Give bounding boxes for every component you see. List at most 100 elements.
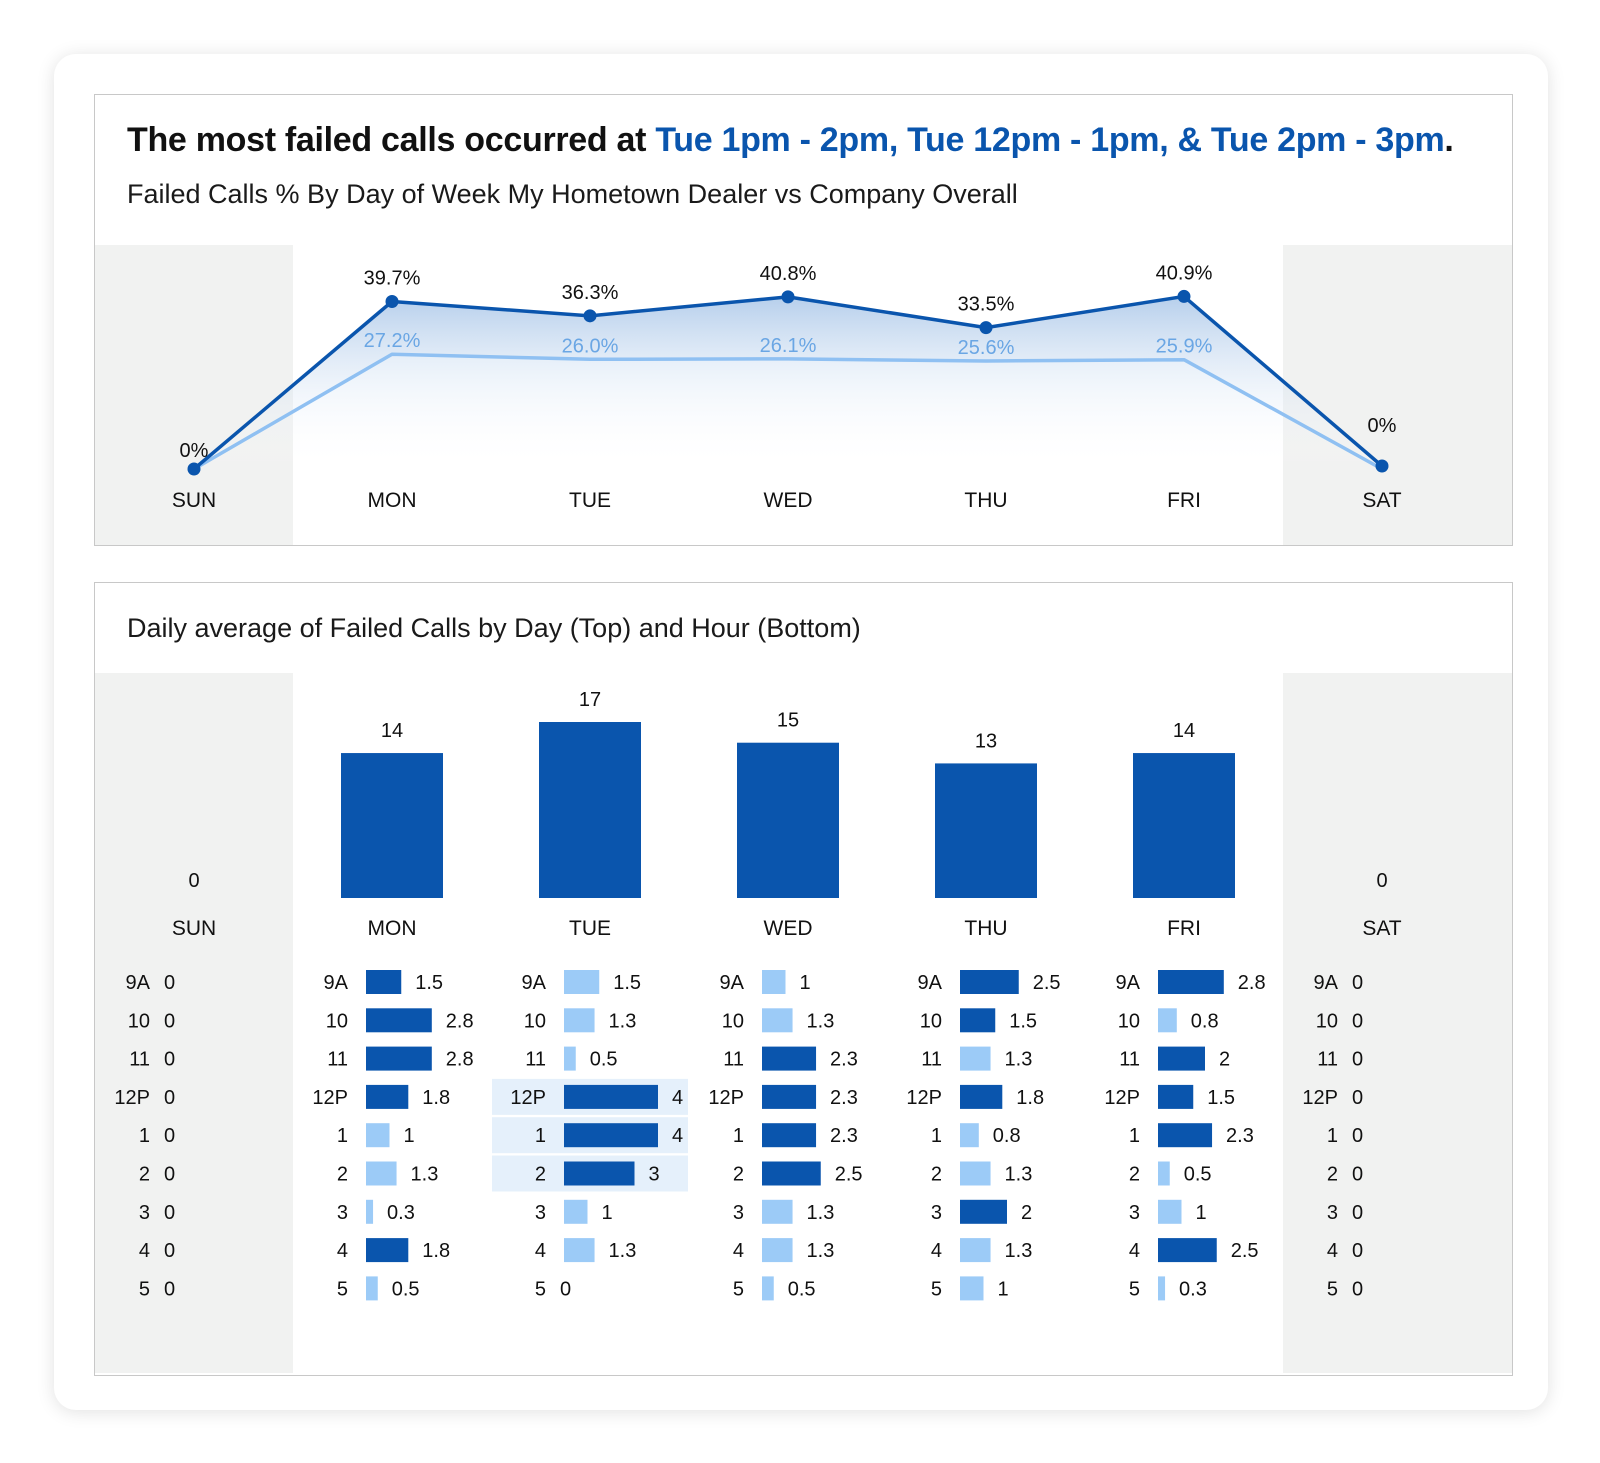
hour-label-fri-2: 2 [1129,1164,1140,1186]
hour-bar-mon-5 [366,1276,378,1301]
hour-value-thu-1: 0.8 [993,1125,1021,1147]
hour-bar-thu-4 [960,1238,991,1263]
hour-label-sun-3: 3 [139,1202,150,1224]
day-bar-label-sun: 0 [188,870,199,892]
hour-label-fri-9a: 9A [1116,972,1141,994]
hour-value-mon-10: 2.8 [446,1010,474,1032]
hour-value-thu-9a: 2.5 [1033,972,1061,994]
hour-label-wed-9a: 9A [720,972,745,994]
x-tick-sat: SAT [1362,489,1401,512]
hour-label-mon-11: 11 [327,1049,348,1071]
hour-label-mon-12p: 12P [312,1087,348,1109]
headline-highlight: Tue 1pm - 2pm, Tue 12pm - 1pm, & Tue 2pm… [655,121,1445,159]
hour-bar-thu-5 [960,1276,984,1301]
hour-label-tue-4: 4 [535,1240,546,1262]
hour-value-tue-1: 4 [672,1125,683,1147]
x-tick-sat: SAT [1362,917,1401,940]
hour-label-sat-9a: 9A [1314,972,1339,994]
company-label-fri: 25.9% [1156,336,1213,358]
hour-value-thu-2: 1.3 [1005,1164,1033,1186]
hour-bar-fri-4 [1158,1238,1217,1263]
hour-value-mon-11: 2.8 [446,1049,474,1071]
hour-value-tue-10: 1.3 [609,1010,637,1032]
hour-label-sun-4: 4 [139,1240,150,1262]
hour-value-sun-11: 0 [164,1049,175,1071]
hour-value-wed-3: 1.3 [807,1202,835,1224]
day-bar-label-fri: 14 [1173,720,1195,742]
series-line-company [193,352,1383,471]
hour-label-thu-9a: 9A [918,972,943,994]
hour-label-mon-3: 3 [337,1202,348,1224]
hour-label-sun-9a: 9A [126,972,151,994]
hour-value-fri-3: 1 [1196,1202,1207,1224]
hour-label-mon-4: 4 [337,1240,348,1262]
x-tick-thu: THU [964,489,1007,512]
hour-label-tue-5: 5 [535,1278,546,1300]
hour-label-wed-12p: 12P [708,1087,744,1109]
hour-value-tue-9a: 1.5 [613,972,641,994]
x-tick-mon: MON [368,489,417,512]
hour-label-fri-5: 5 [1129,1278,1140,1300]
hour-value-mon-4: 1.8 [422,1240,450,1262]
hour-value-sun-4: 0 [164,1240,175,1262]
company-label-tue: 26.0% [562,335,619,357]
hour-label-thu-2: 2 [931,1164,942,1186]
hour-label-tue-10: 10 [524,1010,546,1032]
hour-value-thu-4: 1.3 [1005,1240,1033,1262]
hour-bar-mon-9a [366,970,402,994]
hour-label-sat-4: 4 [1327,1240,1338,1262]
dealer-label-thu: 33.5% [958,294,1015,316]
hour-bar-wed-5 [762,1276,774,1301]
hour-label-thu-10: 10 [920,1010,942,1032]
hour-bar-wed-12p [762,1084,817,1109]
hour-bar-wed-3 [762,1199,793,1224]
dealer-point-tue [583,309,597,323]
hour-bar-tue-3 [564,1199,588,1224]
area-fill-lower [194,354,1382,469]
day-bar-fri [1133,753,1235,898]
hour-label-thu-5: 5 [931,1278,942,1300]
hour-value-thu-11: 1.3 [1005,1049,1033,1071]
hour-bar-fri-2 [1158,1161,1170,1186]
x-tick-fri: FRI [1167,489,1201,512]
hour-label-wed-3: 3 [733,1202,744,1224]
hour-bar-tue-4 [564,1238,595,1263]
hour-value-fri-2: 0.5 [1184,1164,1212,1186]
hour-label-tue-12p: 12P [510,1087,546,1109]
day-bar-thu [935,763,1037,898]
hour-bar-fri-5 [1158,1276,1166,1301]
hour-value-mon-9a: 1.5 [415,972,443,994]
hour-bar-thu-12p [960,1084,1003,1109]
hour-label-tue-11: 11 [525,1049,546,1071]
hour-label-sun-11: 11 [129,1049,150,1071]
hour-label-sat-1: 1 [1327,1125,1338,1147]
hour-bar-wed-10 [762,1008,793,1033]
hour-bar-mon-11 [366,1046,432,1071]
hour-value-sun-12p: 0 [164,1087,175,1109]
hour-value-tue-12p: 4 [672,1087,683,1109]
hour-label-wed-1: 1 [733,1125,744,1147]
hour-label-sat-2: 2 [1327,1164,1338,1186]
hour-label-tue-2: 2 [535,1164,546,1186]
line-chart: 0% 39.7% 36.3% 40.8% 33.5% 40.9% 0% 27.2% 26.0% 2… [95,245,1512,545]
hour-value-thu-12p: 1.8 [1016,1087,1044,1109]
hour-value-sat-11: 0 [1352,1049,1363,1071]
hour-bar-tue-2 [564,1161,635,1186]
hour-value-tue-2: 3 [649,1164,660,1186]
dealer-label-tue: 36.3% [562,282,619,304]
hour-value-thu-5: 1 [998,1278,1009,1300]
hour-value-wed-4: 1.3 [807,1240,835,1262]
hour-bar-tue-12p [564,1084,658,1109]
hour-label-thu-3: 3 [931,1202,942,1224]
company-label-wed: 26.1% [760,335,817,357]
hour-value-sun-2: 0 [164,1164,175,1186]
x-tick-tue: TUE [569,489,611,512]
hour-label-wed-4: 4 [733,1240,744,1262]
dealer-label-sun: 0% [180,440,209,462]
hour-label-sun-12p: 12P [114,1087,150,1109]
hour-label-mon-9a: 9A [324,972,349,994]
hour-value-sun-5: 0 [164,1278,175,1300]
hour-value-sun-9a: 0 [164,972,175,994]
day-bar-label-tue: 17 [579,689,601,711]
